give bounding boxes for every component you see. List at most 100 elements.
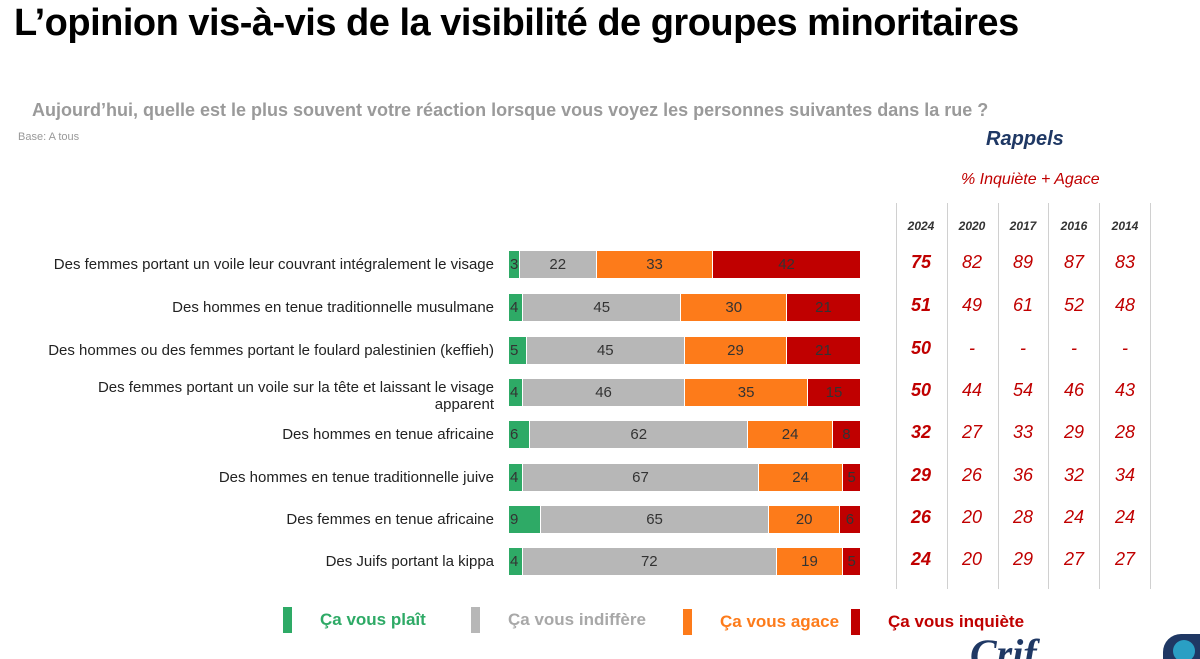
legend-item: Ça vous indiffère bbox=[471, 607, 646, 633]
recall-cell: 24 bbox=[910, 549, 932, 569]
bar-segment-red: 5 bbox=[843, 548, 861, 575]
recall-cell: 27 bbox=[961, 422, 983, 442]
row-label: Des Juifs portant la kippa bbox=[325, 553, 494, 570]
bar-segment-green: 5 bbox=[509, 337, 527, 364]
bar-segment-orange: 33 bbox=[596, 251, 714, 278]
recall-cell: 89 bbox=[1012, 252, 1034, 272]
stacked-bar: 4 72 19 5 bbox=[509, 548, 861, 575]
bar-segment-red: 21 bbox=[787, 337, 861, 364]
stacked-bar: 9 65 20 6 bbox=[509, 506, 861, 533]
recall-cell: 26 bbox=[961, 465, 983, 485]
legend-label: Ça vous indiffère bbox=[508, 610, 646, 629]
recall-cell: - bbox=[1071, 338, 1077, 358]
base-note: Base: A tous bbox=[18, 131, 80, 143]
year-header: 2016 bbox=[1060, 219, 1088, 233]
stacked-bar: 5 45 29 21 bbox=[509, 337, 861, 364]
row-label: Des hommes ou des femmes portant le foul… bbox=[48, 342, 494, 359]
crif-logo: Crif bbox=[970, 631, 1037, 659]
recall-cell: 20 bbox=[961, 507, 983, 527]
stacked-bar: 4 45 30 21 bbox=[509, 294, 861, 321]
table-divider bbox=[896, 203, 897, 589]
bar-segment-orange: 24 bbox=[758, 464, 844, 491]
recall-cell: 61 bbox=[1012, 295, 1034, 315]
bar-segment-red: 5 bbox=[843, 464, 861, 491]
legend-label: Ça vous agace bbox=[720, 612, 840, 631]
recall-cell: 27 bbox=[1063, 549, 1085, 569]
recall-cell: 87 bbox=[1063, 252, 1085, 272]
legend-swatch bbox=[283, 607, 292, 633]
survey-question: Aujourd’hui, quelle est le plus souvent … bbox=[32, 100, 989, 120]
stacked-bar: 4 67 24 5 bbox=[509, 464, 861, 491]
recall-cell: 50 bbox=[910, 338, 932, 358]
recall-cell: 51 bbox=[910, 295, 932, 315]
page-title: L’opinion vis-à-vis de la visibilité de … bbox=[14, 2, 1019, 44]
year-header: 2017 bbox=[1009, 219, 1037, 233]
bar-segment-gray: 45 bbox=[523, 294, 682, 321]
recall-cell: 29 bbox=[1063, 422, 1085, 442]
bar-segment-gray: 62 bbox=[530, 421, 749, 448]
table-divider bbox=[1099, 203, 1100, 589]
row-label: Des femmes portant un voile sur la tête … bbox=[97, 379, 494, 413]
bar-segment-orange: 30 bbox=[681, 294, 788, 321]
bar-segment-green: 3 bbox=[509, 251, 520, 278]
recall-cell: 75 bbox=[910, 252, 932, 272]
row-label: Des hommes en tenue africaine bbox=[282, 426, 494, 443]
recall-cell: 34 bbox=[1114, 465, 1136, 485]
recall-cell: 27 bbox=[1114, 549, 1136, 569]
bar-segment-gray: 46 bbox=[523, 379, 685, 406]
legend-item: Ça vous plaît bbox=[283, 607, 426, 633]
bar-segment-red: 8 bbox=[832, 421, 861, 448]
recall-cell: 44 bbox=[961, 380, 983, 400]
recall-cell: 28 bbox=[1012, 507, 1034, 527]
row-label: Des hommes en tenue traditionnelle juive bbox=[218, 469, 494, 486]
recall-cell: 26 bbox=[910, 507, 932, 527]
legend-label: Ça vous plaît bbox=[320, 610, 426, 629]
legend-label: Ça vous inquiète bbox=[888, 612, 1025, 631]
recall-cell: 24 bbox=[1114, 507, 1136, 527]
bar-segment-orange: 35 bbox=[684, 379, 809, 406]
table-divider bbox=[998, 203, 999, 589]
bar-segment-red: 6 bbox=[839, 506, 861, 533]
recall-cell: 20 bbox=[961, 549, 983, 569]
recall-cell: 29 bbox=[910, 465, 932, 485]
recall-cell: 52 bbox=[1063, 295, 1085, 315]
recall-cell: 43 bbox=[1114, 380, 1136, 400]
recall-cell: - bbox=[1020, 338, 1026, 358]
bar-segment-orange: 29 bbox=[684, 337, 788, 364]
bar-segment-green: 4 bbox=[509, 548, 524, 575]
bar-segment-red: 42 bbox=[713, 251, 861, 278]
year-header: 2014 bbox=[1111, 219, 1139, 233]
legend-swatch bbox=[851, 609, 860, 635]
row-label: Des femmes en tenue africaine bbox=[286, 511, 494, 528]
recall-cell: 82 bbox=[961, 252, 983, 272]
bar-segment-gray: 22 bbox=[519, 251, 597, 278]
year-header: 2020 bbox=[958, 219, 986, 233]
legend-swatch bbox=[683, 609, 692, 635]
recall-cell: 48 bbox=[1114, 295, 1136, 315]
bar-segment-green: 4 bbox=[509, 379, 524, 406]
bar-segment-orange: 24 bbox=[748, 421, 833, 448]
bar-segment-green: 4 bbox=[509, 294, 524, 321]
recall-cell: 50 bbox=[910, 380, 932, 400]
recall-cell: 32 bbox=[1063, 465, 1085, 485]
recall-cell: 54 bbox=[1012, 380, 1034, 400]
recall-cell: 46 bbox=[1063, 380, 1085, 400]
recall-cell: 24 bbox=[1063, 507, 1085, 527]
bar-segment-gray: 67 bbox=[523, 464, 759, 491]
recall-cell: 49 bbox=[961, 295, 983, 315]
legend-item: Ça vous inquiète bbox=[851, 609, 1024, 635]
bar-segment-green: 4 bbox=[509, 464, 524, 491]
bar-segment-gray: 72 bbox=[523, 548, 777, 575]
bar-segment-red: 21 bbox=[787, 294, 861, 321]
recall-cell: - bbox=[969, 338, 975, 358]
bar-segment-green: 9 bbox=[509, 506, 541, 533]
row-label: Des femmes portant un voile leur couvran… bbox=[53, 256, 494, 273]
year-header: 2024 bbox=[907, 219, 935, 233]
recall-heading: Rappels bbox=[986, 128, 1064, 150]
recall-cell: 83 bbox=[1114, 252, 1136, 272]
table-divider bbox=[947, 203, 948, 589]
bar-segment-gray: 65 bbox=[540, 506, 770, 533]
recall-cell: 28 bbox=[1114, 422, 1136, 442]
stacked-bar: 3 22 33 42 bbox=[509, 251, 861, 278]
legend-swatch bbox=[471, 607, 480, 633]
